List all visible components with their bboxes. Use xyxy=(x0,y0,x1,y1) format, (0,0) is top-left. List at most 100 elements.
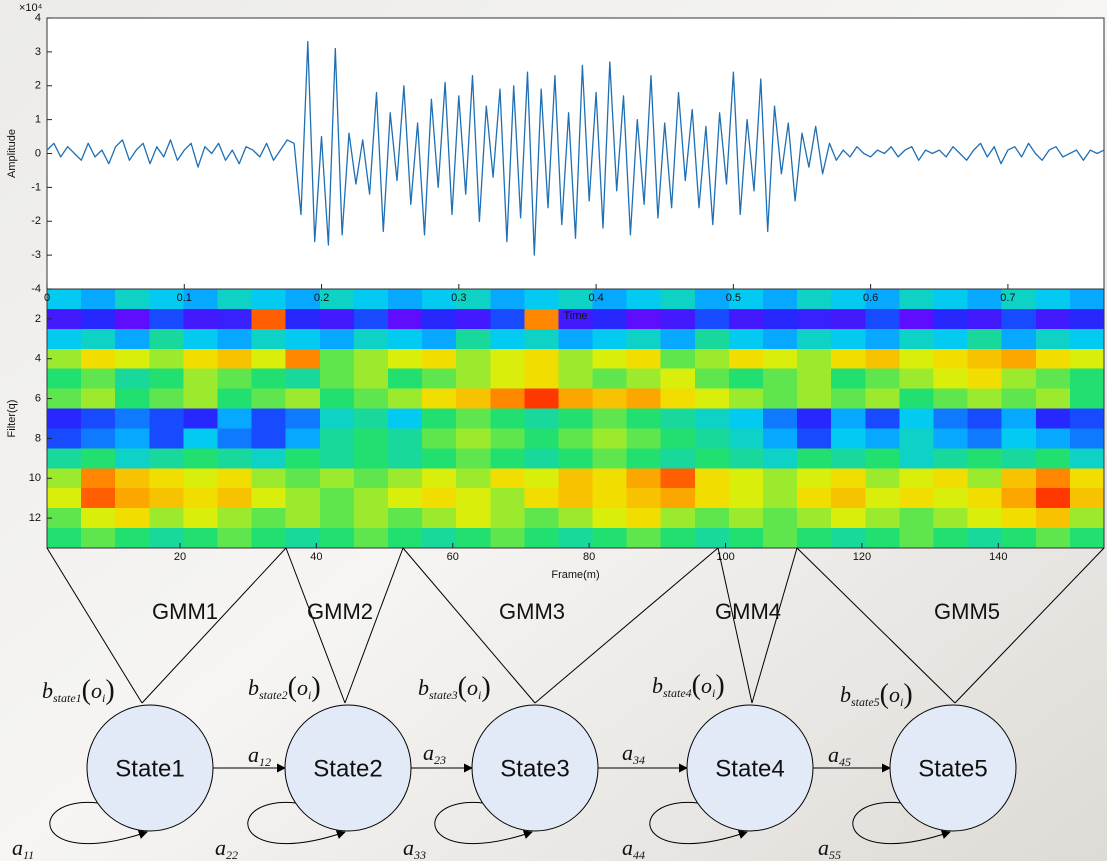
heat-cell xyxy=(1002,508,1037,529)
math-sub: state3 xyxy=(429,688,458,702)
heat-cell xyxy=(47,309,82,330)
heat-cell xyxy=(1036,528,1071,549)
heat-cell xyxy=(627,309,662,330)
heat-cell xyxy=(797,468,832,489)
y-tick-label: -3 xyxy=(31,249,41,261)
heat-cell xyxy=(627,389,662,410)
heat-cell xyxy=(934,409,969,430)
heat-cell xyxy=(627,508,662,529)
heat-cell xyxy=(1036,409,1071,430)
heat-cell xyxy=(729,429,764,450)
heat-cell xyxy=(149,488,184,509)
heat-cell xyxy=(1070,468,1105,489)
heat-cell xyxy=(831,389,866,410)
heat-cell xyxy=(286,309,321,330)
heat-cell xyxy=(218,468,253,489)
heat-cell xyxy=(286,448,321,469)
heat-cell xyxy=(695,309,730,330)
heat-cell xyxy=(286,349,321,370)
plot-area xyxy=(47,18,1104,289)
heat-cell xyxy=(559,528,594,549)
heat-cell xyxy=(968,448,1003,469)
math-close: ) xyxy=(903,679,912,710)
heat-cell xyxy=(729,329,764,350)
heat-cell xyxy=(934,349,969,370)
heat-cell xyxy=(218,448,253,469)
heat-cell xyxy=(1070,369,1105,390)
heat-cell xyxy=(968,309,1003,330)
heat-cell xyxy=(831,429,866,450)
heat-cell xyxy=(1070,488,1105,509)
heat-cell xyxy=(388,409,423,430)
heat-cell xyxy=(593,508,628,529)
x-tick-label: 0.1 xyxy=(177,292,192,304)
heat-cell xyxy=(968,488,1003,509)
heat-cell xyxy=(763,349,798,370)
heat-cell xyxy=(422,429,457,450)
y-tick-label: 3 xyxy=(35,46,41,58)
heat-cell xyxy=(865,488,900,509)
heat-cell xyxy=(354,429,389,450)
y-tick-label: -1 xyxy=(31,181,41,193)
heat-cell xyxy=(456,409,491,430)
heat-cell xyxy=(899,468,934,489)
heat-cell xyxy=(81,349,116,370)
heat-cell xyxy=(115,289,150,310)
heat-cell xyxy=(218,508,253,529)
heat-cell xyxy=(831,528,866,549)
heat-cell xyxy=(286,508,321,529)
heat-cell xyxy=(1002,389,1037,410)
heat-cell xyxy=(47,349,82,370)
heat-cell xyxy=(797,488,832,509)
heat-cell xyxy=(661,508,696,529)
heat-cell xyxy=(797,349,832,370)
math-sub: 11 xyxy=(23,848,34,861)
waveform: -4-3-2-10123400.10.20.30.40.50.60.7Ampli… xyxy=(6,2,1104,322)
math-close: ) xyxy=(715,670,724,701)
heat-cell xyxy=(1070,508,1105,529)
heat-cell xyxy=(559,429,594,450)
heat-cell xyxy=(763,528,798,549)
heat-cell xyxy=(286,429,321,450)
heat-cell xyxy=(149,429,184,450)
math-arg: o xyxy=(297,675,308,700)
heat-cell xyxy=(865,409,900,430)
heat-cell xyxy=(115,349,150,370)
heat-cell xyxy=(149,528,184,549)
heat-cell xyxy=(763,329,798,350)
y-tick-label: 8 xyxy=(35,432,41,444)
heat-cell xyxy=(797,329,832,350)
state-label: State3 xyxy=(500,755,569,782)
heat-cell xyxy=(968,389,1003,410)
heat-cell xyxy=(899,389,934,410)
heat-cell xyxy=(115,309,150,330)
heat-cell xyxy=(763,448,798,469)
heat-cell xyxy=(218,329,253,350)
heat-cell xyxy=(593,468,628,489)
heat-cell xyxy=(831,508,866,529)
heat-cell xyxy=(422,508,457,529)
heat-cell xyxy=(559,349,594,370)
heat-cell xyxy=(320,429,355,450)
heat-cell xyxy=(149,369,184,390)
heat-cell xyxy=(422,349,457,370)
heat-cell xyxy=(115,409,150,430)
heat-cell xyxy=(1036,488,1071,509)
heat-cell xyxy=(1070,349,1105,370)
heat-cell xyxy=(695,429,730,450)
heat-cell xyxy=(627,349,662,370)
heat-cell xyxy=(627,289,662,310)
y-tick-label: 12 xyxy=(29,512,41,524)
heat-cell xyxy=(47,369,82,390)
heat-cell xyxy=(1070,309,1105,330)
heat-cell xyxy=(831,369,866,390)
gmm-label: GMM3 xyxy=(499,599,565,624)
heat-cell xyxy=(388,508,423,529)
math-base: b xyxy=(652,673,663,698)
heat-cell xyxy=(661,448,696,469)
heat-cell xyxy=(252,389,287,410)
math-base: a xyxy=(818,835,829,860)
heat-cell xyxy=(524,369,559,390)
heat-cell xyxy=(1036,309,1071,330)
math-sub: state2 xyxy=(259,688,288,702)
